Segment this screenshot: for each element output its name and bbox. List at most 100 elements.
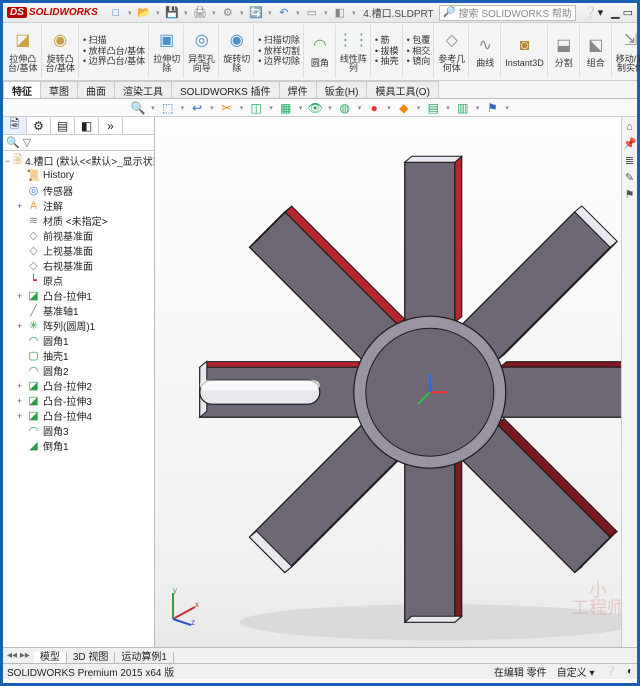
- pin-icon[interactable]: 📌: [623, 137, 636, 150]
- bottom-tab-2[interactable]: 运动算例1: [115, 652, 174, 663]
- ribbon-wrap-intersect[interactable]: • 包覆• 相交• 镜向: [404, 25, 435, 78]
- tree-item-14[interactable]: +◪凸台-拉伸2: [3, 378, 154, 393]
- config-icon[interactable]: ⚑: [623, 188, 636, 201]
- rebuild-icon[interactable]: 🔄: [248, 5, 264, 21]
- ribbon-tab-6[interactable]: 钣金(H): [316, 81, 368, 98]
- options-icon[interactable]: ⚙: [220, 5, 236, 21]
- note-icon[interactable]: ✎: [623, 171, 636, 184]
- graphics-viewport[interactable]: ▭ ❐ ✕ xyz 小工程师 ⌂📌≣✎⚑: [155, 117, 637, 647]
- tree-item-5[interactable]: ◇上视基准面: [3, 243, 154, 258]
- undo-icon-dropdown[interactable]: ▾: [294, 5, 302, 21]
- edit-scene-icon[interactable]: ▤: [426, 101, 440, 115]
- ribbon-tab-5[interactable]: 焊件: [279, 81, 317, 98]
- tree-item-4[interactable]: ◇前视基准面: [3, 228, 154, 243]
- tree-item-11[interactable]: ◠圆角1: [3, 333, 154, 348]
- tree-item-1[interactable]: ◎传感器: [3, 183, 154, 198]
- open-icon[interactable]: 📂: [136, 5, 152, 21]
- tree-root-node[interactable]: −🗟4.槽口 (默认<<默认>_显示状态 1: [3, 153, 154, 168]
- view-settings-icon[interactable]: ⚑: [485, 101, 499, 115]
- ribbon-revolve-cut[interactable]: ◉旋转切 除: [220, 25, 254, 78]
- tree-item-7[interactable]: ┕原点: [3, 273, 154, 288]
- appearance2-icon[interactable]: ●: [367, 101, 381, 115]
- minimize-icon[interactable]: ▁: [611, 6, 619, 19]
- ribbon-tab-7[interactable]: 模具工具(O): [366, 81, 438, 98]
- ribbon-cut-stack[interactable]: • 扫描切除• 放样切割• 边界切除: [255, 25, 304, 78]
- tree-item-16[interactable]: +◪凸台-拉伸4: [3, 408, 154, 423]
- layers-icon[interactable]: ≣: [623, 154, 636, 167]
- display-style-icon[interactable]: ▦: [279, 101, 293, 115]
- scene-icon[interactable]: ◍: [338, 101, 352, 115]
- tree-item-6[interactable]: ◇右视基准面: [3, 258, 154, 273]
- help-search[interactable]: 🔎 搜索 SOLIDWORKS 帮助: [439, 5, 576, 21]
- feature-manager-tab[interactable]: 🗟: [3, 117, 27, 134]
- zoom-area-icon[interactable]: ⬚: [161, 101, 175, 115]
- ribbon-combine[interactable]: ⬕组合: [581, 25, 612, 78]
- bottom-tab-0[interactable]: 模型: [34, 652, 67, 663]
- ribbon-curves[interactable]: ∿曲线: [470, 25, 501, 78]
- ribbon-move-copy[interactable]: ⇲移动/复 制实体: [613, 25, 640, 78]
- ribbon-pattern[interactable]: ⋮⋮线性阵 列: [337, 25, 371, 78]
- config-manager-tab[interactable]: ▤: [51, 117, 75, 134]
- ribbon-instant3d[interactable]: ◙Instant3D: [502, 25, 548, 78]
- select-icon-dropdown[interactable]: ▾: [322, 5, 330, 21]
- tree-item-17[interactable]: ◠圆角3: [3, 423, 154, 438]
- tree-item-3[interactable]: ≋材质 <未指定>: [3, 213, 154, 228]
- ribbon-fillet[interactable]: ◠圆角: [305, 25, 336, 78]
- ribbon-refgeom[interactable]: ◇参考几 何体: [435, 25, 469, 78]
- ribbon-tab-0[interactable]: 特征: [3, 81, 41, 98]
- ribbon-tab-3[interactable]: 渲染工具: [114, 81, 172, 98]
- view-orient-icon[interactable]: ◫: [249, 101, 263, 115]
- view-triad[interactable]: xyz: [165, 587, 205, 627]
- hide-show-icon[interactable]: 👁: [308, 101, 322, 115]
- render-icon[interactable]: ◆: [397, 101, 411, 115]
- tree-item-12[interactable]: ▢抽壳1: [3, 348, 154, 363]
- ribbon-rib-draft[interactable]: • 筋• 拔模• 抽壳: [372, 25, 403, 78]
- ribbon-revolve-boss[interactable]: ◉旋转凸 台/基体: [43, 25, 80, 78]
- window-restore-icon[interactable]: ▭: [623, 6, 633, 19]
- appearance-icon-dropdown[interactable]: ▾: [350, 5, 358, 21]
- tree-item-10[interactable]: +✳阵列(圆周)1: [3, 318, 154, 333]
- ribbon-tab-2[interactable]: 曲面: [77, 81, 115, 98]
- section-icon[interactable]: ✂: [220, 101, 234, 115]
- appearance-icon[interactable]: ◧: [332, 5, 348, 21]
- tab-nav-icon[interactable]: ◂◂ ▸▸: [3, 650, 34, 661]
- tree-root[interactable]: 4.槽口 (默认<<默认>_显示状态 1: [25, 153, 154, 168]
- property-manager-tab[interactable]: ⚙: [27, 117, 51, 134]
- ribbon-extrude-boss[interactable]: ◪拉伸凸 台/基体: [5, 25, 42, 78]
- options-icon-dropdown[interactable]: ▾: [238, 5, 246, 21]
- display-manager-tab[interactable]: »: [99, 117, 123, 134]
- prev-view-icon[interactable]: ↩: [190, 101, 204, 115]
- help-dropdown[interactable]: ❔▾: [584, 6, 603, 19]
- save-icon[interactable]: 💾: [164, 5, 180, 21]
- bottom-tab-1[interactable]: 3D 视图: [67, 652, 116, 663]
- zoom-fit-icon[interactable]: 🔍: [131, 101, 145, 115]
- undo-icon[interactable]: ↶: [276, 5, 292, 21]
- tree-item-0[interactable]: 📜History: [3, 168, 154, 183]
- ribbon-tab-4[interactable]: SOLIDWORKS 插件: [171, 81, 280, 98]
- tree-item-8[interactable]: +◪凸台-拉伸1: [3, 288, 154, 303]
- dim-manager-tab[interactable]: ◧: [75, 117, 99, 134]
- ribbon-split[interactable]: ⬓分割: [549, 25, 580, 78]
- ribbon-hole-wizard[interactable]: ◎异型孔 向导: [185, 25, 219, 78]
- tree-item-9[interactable]: ╱基准轴1: [3, 303, 154, 318]
- tree-item-15[interactable]: +◪凸台-拉伸3: [3, 393, 154, 408]
- status-unit-icon[interactable]: ◐: [627, 666, 633, 677]
- tree-item-13[interactable]: ◠圆角2: [3, 363, 154, 378]
- apply-scene-icon[interactable]: ▥: [456, 101, 470, 115]
- open-icon-dropdown[interactable]: ▾: [154, 5, 162, 21]
- ribbon-sweep-loft[interactable]: • 扫描• 放样凸台/基体• 边界凸台/基体: [80, 25, 149, 78]
- tree-item-18[interactable]: ◢倒角1: [3, 438, 154, 453]
- print-icon[interactable]: 🖨: [192, 5, 208, 21]
- new-icon[interactable]: □: [108, 5, 124, 21]
- status-custom[interactable]: 自定义 ▾: [557, 664, 595, 679]
- print-icon-dropdown[interactable]: ▾: [210, 5, 218, 21]
- tree-filter[interactable]: 🔍 ▽: [3, 135, 154, 151]
- tree-item-2[interactable]: +A注解: [3, 198, 154, 213]
- home-icon[interactable]: ⌂: [623, 121, 636, 133]
- ribbon-extrude-cut[interactable]: ▣拉伸切 除: [150, 25, 184, 78]
- save-icon-dropdown[interactable]: ▾: [182, 5, 190, 21]
- new-icon-dropdown[interactable]: ▾: [126, 5, 134, 21]
- ribbon-tab-1[interactable]: 草图: [40, 81, 78, 98]
- rebuild-icon-dropdown[interactable]: ▾: [266, 5, 274, 21]
- select-icon[interactable]: ▭: [304, 5, 320, 21]
